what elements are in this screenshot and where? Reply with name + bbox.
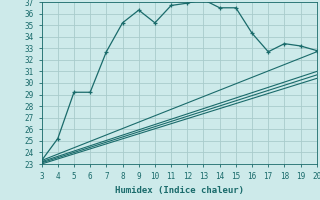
X-axis label: Humidex (Indice chaleur): Humidex (Indice chaleur) (115, 186, 244, 195)
